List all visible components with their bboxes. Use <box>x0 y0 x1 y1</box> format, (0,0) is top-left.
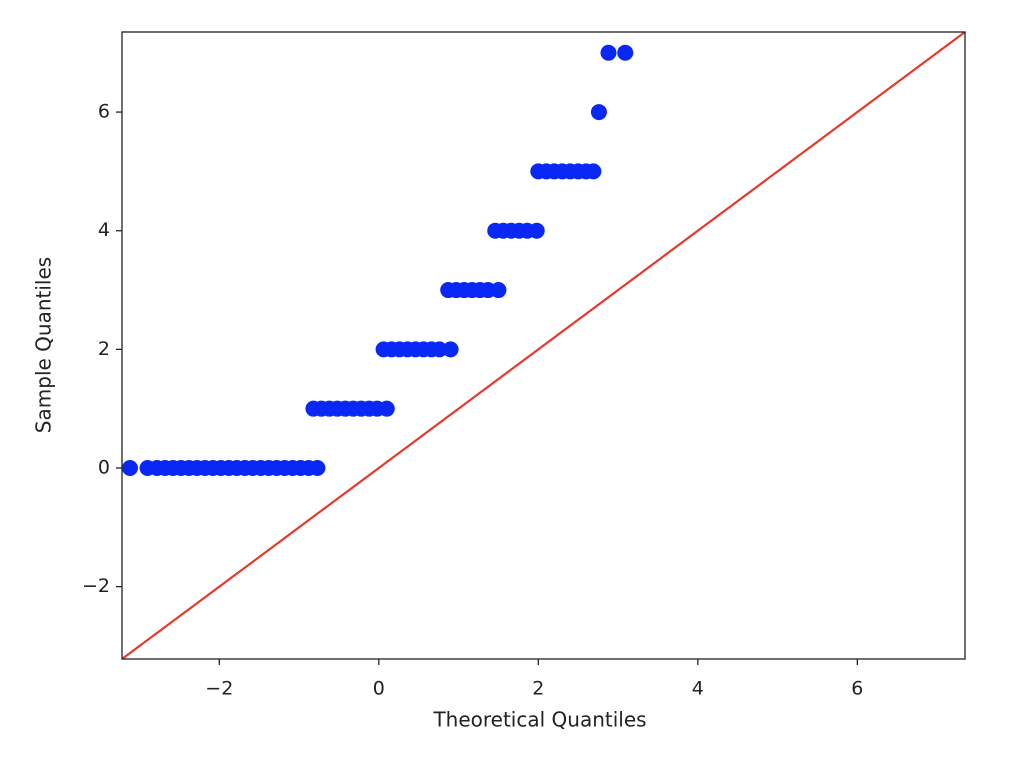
y-tick-label: 0 <box>98 456 110 478</box>
point <box>442 341 459 358</box>
point <box>431 341 448 358</box>
point <box>528 222 545 239</box>
point <box>590 104 607 121</box>
y-tick-label: −2 <box>82 575 110 597</box>
point <box>309 459 326 476</box>
point <box>122 459 138 476</box>
y-tick-label: 6 <box>98 101 110 123</box>
point <box>585 163 602 180</box>
y-tick-label: 2 <box>98 338 110 360</box>
x-tick-label: 0 <box>373 678 385 700</box>
point <box>378 400 395 417</box>
plot-area <box>122 32 965 659</box>
x-tick-label: 6 <box>851 678 863 700</box>
point <box>490 282 507 299</box>
axes-frame <box>121 31 966 660</box>
y-axis-label: Sample Quantiles <box>32 257 56 433</box>
point <box>617 44 634 61</box>
x-tick-label: 4 <box>692 678 704 700</box>
point <box>600 44 617 61</box>
x-axis-label: Theoretical Quantiles <box>432 708 646 732</box>
x-tick-label: −2 <box>205 678 233 700</box>
y-tick-label: 4 <box>98 219 110 241</box>
reference-line <box>122 32 965 659</box>
x-tick-label: 2 <box>532 678 544 700</box>
